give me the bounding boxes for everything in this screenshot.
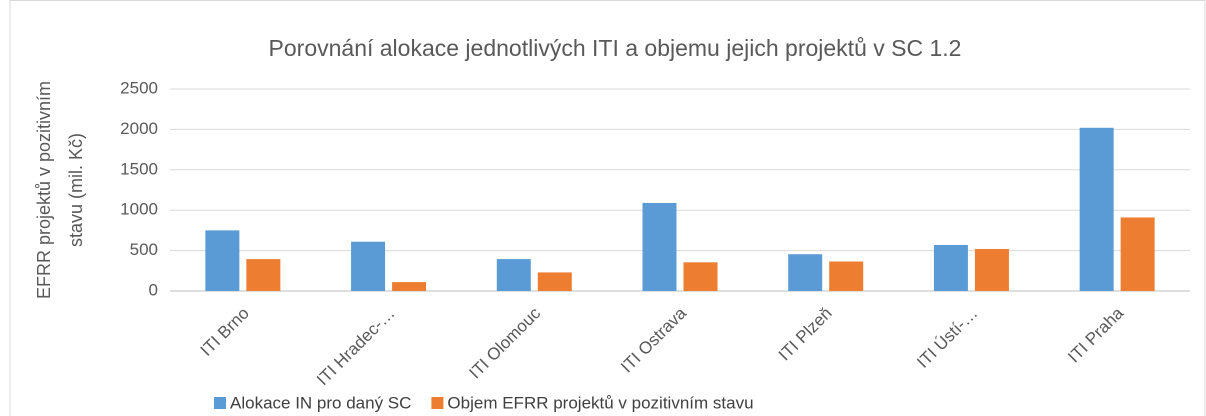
bar [1079,127,1114,291]
legend-swatch [214,397,226,409]
bar [933,244,968,291]
bar [205,230,240,291]
bar [496,259,531,291]
y-axis-title: EFRR projektů v pozitivním [34,81,54,299]
bar [392,282,427,291]
legend-label: Objem EFRR projektů v pozitivním stavu [447,393,753,412]
bar [642,202,677,291]
bar [788,254,823,291]
bar [829,261,864,291]
bar [246,259,281,291]
y-tick-label: 500 [130,240,158,259]
bar [351,241,386,291]
y-tick-label: 1000 [120,200,158,219]
bar [537,272,572,291]
y-tick-label: 2000 [120,119,158,138]
bar [683,262,718,291]
legend-swatch [431,397,444,409]
y-tick-label: 1500 [120,159,158,178]
y-tick-label: 0 [149,280,158,299]
bar [1120,217,1155,291]
y-tick-label: 2500 [120,78,158,97]
legend-label: Alokace IN pro daný SC [230,393,411,412]
y-axis-title: stavu (mil. Kč) [66,133,86,247]
bar [974,248,1009,291]
chart-frame [9,0,1206,416]
chart-title: Porovnání alokace jednotlivých ITI a obj… [269,35,962,61]
